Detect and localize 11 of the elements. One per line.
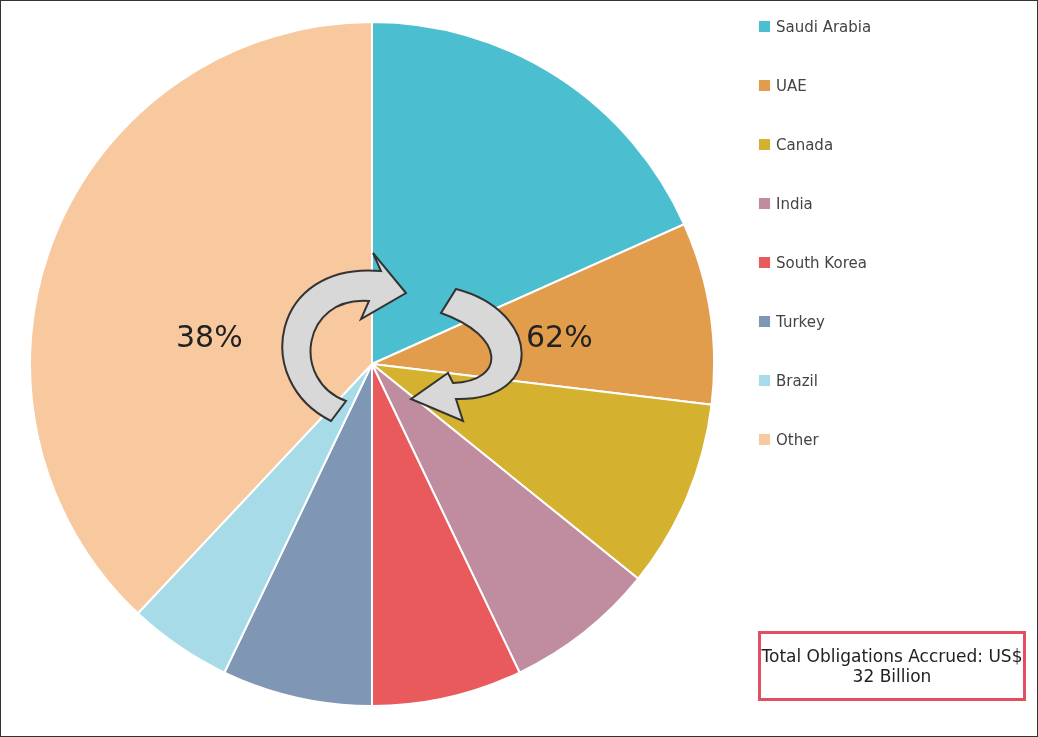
text: 38% — [176, 319, 243, 354]
legend-label: Turkey — [775, 312, 825, 331]
legend-label: UAE — [776, 76, 807, 95]
text: 62% — [526, 319, 593, 354]
legend-label: India — [776, 194, 813, 213]
legend-label: Saudi Arabia — [776, 17, 872, 36]
text: Total Obligations Accrued: US$ 32 Billion — [758, 631, 1026, 701]
legend-label: South Korea — [776, 253, 867, 272]
legend-label: Other — [776, 430, 820, 449]
legend-label: Brazil — [776, 371, 818, 390]
legend-label: Canada — [776, 135, 834, 154]
